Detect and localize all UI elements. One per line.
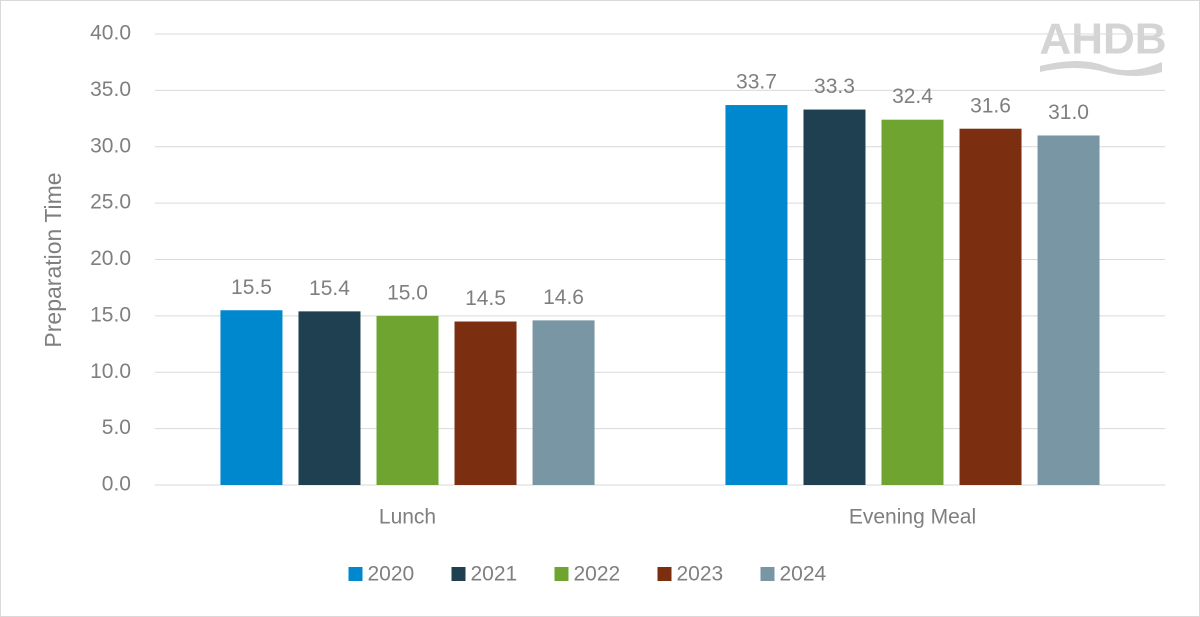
value-label: 14.6 [543, 286, 584, 309]
bar [803, 109, 866, 485]
legend-label: 2021 [471, 563, 518, 586]
bar [376, 315, 439, 485]
watermark: AHDB [1039, 15, 1166, 64]
value-label: 15.0 [387, 281, 428, 304]
legend-swatch [554, 567, 569, 581]
legend-label: 2022 [574, 563, 621, 586]
y-tick-label: 0.0 [102, 473, 131, 496]
legend-swatch [760, 567, 775, 581]
y-tick-label: 15.0 [90, 303, 131, 326]
legend-swatch [657, 567, 672, 581]
y-axis-label: Preparation Time [40, 172, 66, 347]
value-label: 15.4 [309, 277, 350, 300]
value-label: 32.4 [892, 85, 933, 108]
value-label: 33.7 [736, 71, 777, 94]
y-tick-label: 40.0 [90, 22, 131, 45]
y-tick-label: 10.0 [90, 360, 131, 383]
y-tick-label: 25.0 [90, 191, 131, 214]
y-tick-label: 20.0 [90, 247, 131, 270]
bar [454, 321, 517, 485]
bar [959, 128, 1022, 485]
bar [881, 119, 944, 485]
bar [532, 320, 595, 485]
y-tick-label: 30.0 [90, 134, 131, 157]
legend-label: 2023 [677, 563, 724, 586]
bar [298, 311, 361, 485]
value-label: 31.0 [1048, 101, 1089, 124]
legend-swatch [451, 567, 466, 581]
x-tick-label: Evening Meal [849, 506, 976, 529]
bar [1037, 135, 1100, 485]
legend-label: 2024 [780, 563, 827, 586]
y-tick-label: 5.0 [102, 416, 131, 439]
legend-label: 2020 [368, 563, 415, 586]
bar [220, 310, 283, 485]
value-label: 15.5 [231, 276, 272, 299]
y-tick-label: 35.0 [90, 78, 131, 101]
watermark-swoosh [1040, 61, 1162, 76]
bar [725, 105, 788, 485]
value-label: 14.5 [465, 287, 506, 310]
legend-swatch [348, 567, 363, 581]
x-tick-label: Lunch [379, 506, 436, 529]
value-label: 31.6 [970, 94, 1011, 117]
value-label: 33.3 [814, 75, 855, 98]
